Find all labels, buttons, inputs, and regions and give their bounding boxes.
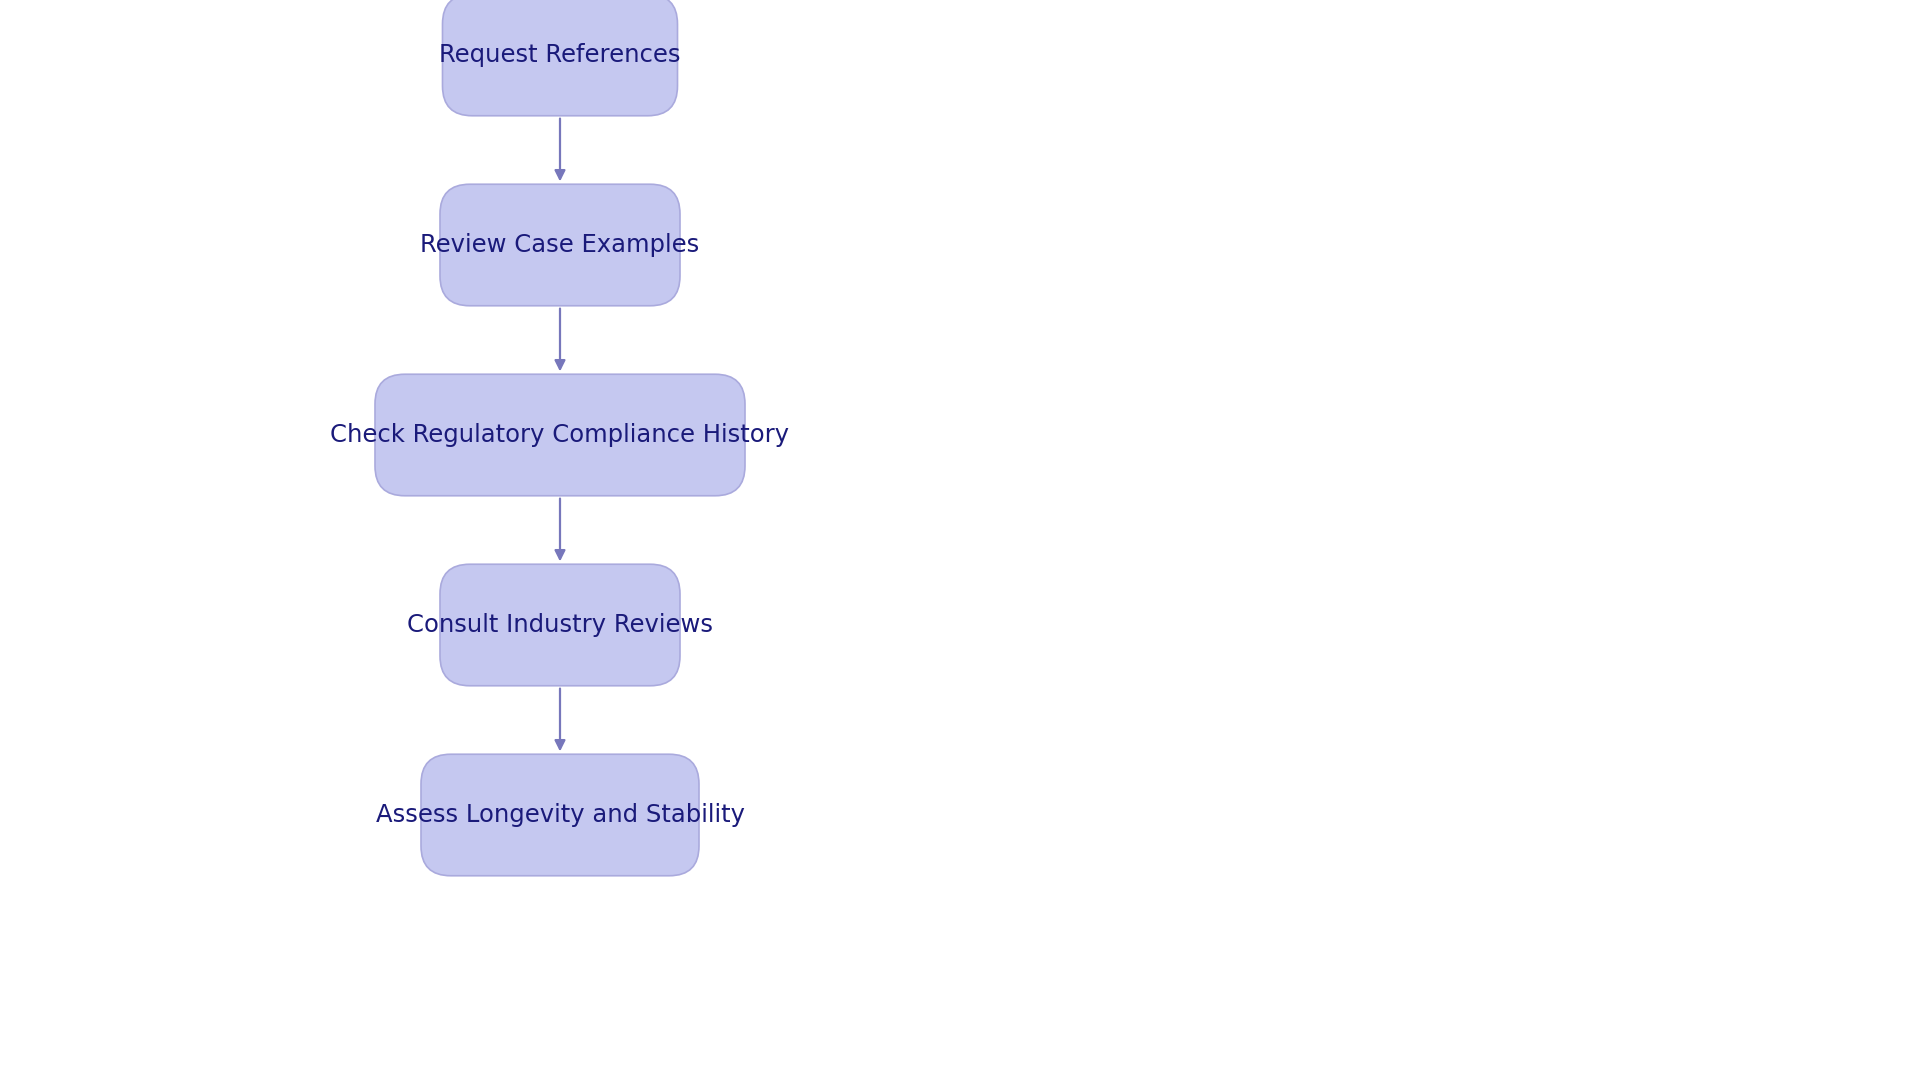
FancyBboxPatch shape: [420, 754, 699, 876]
FancyBboxPatch shape: [440, 184, 680, 305]
Text: Request References: Request References: [440, 43, 682, 67]
Text: Review Case Examples: Review Case Examples: [420, 233, 699, 257]
FancyBboxPatch shape: [440, 564, 680, 686]
Text: Consult Industry Reviews: Consult Industry Reviews: [407, 613, 712, 637]
FancyBboxPatch shape: [374, 375, 745, 496]
Text: Check Regulatory Compliance History: Check Regulatory Compliance History: [330, 423, 789, 447]
FancyBboxPatch shape: [442, 0, 678, 116]
Text: Assess Longevity and Stability: Assess Longevity and Stability: [376, 803, 745, 827]
